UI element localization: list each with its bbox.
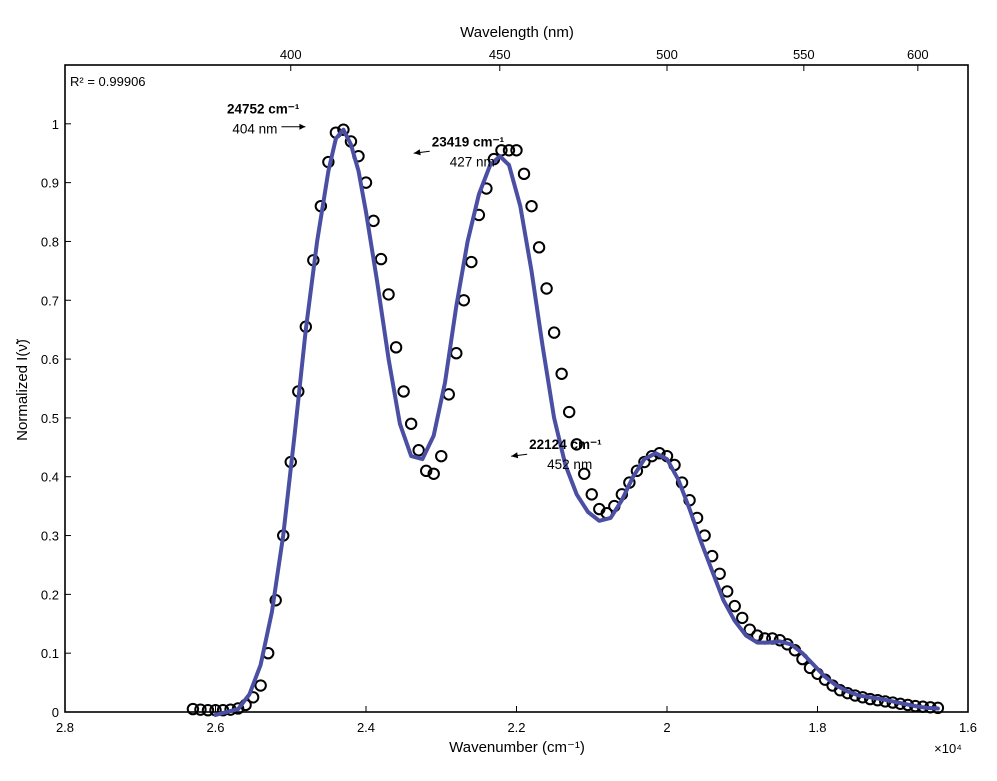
data-point xyxy=(397,385,410,398)
data-point xyxy=(570,438,583,451)
top-tick-label: 500 xyxy=(656,47,678,62)
data-point xyxy=(525,199,538,213)
annotation-wavelength: 404 nm xyxy=(232,122,277,137)
x-tick-label: 2.4 xyxy=(357,720,375,735)
data-point xyxy=(743,623,756,636)
annotation-arrowhead xyxy=(299,123,306,130)
data-point xyxy=(337,123,350,136)
data-point xyxy=(510,144,523,157)
x-tick-label: 2 xyxy=(663,720,670,735)
x-tick-label: 2.8 xyxy=(56,720,74,735)
data-point xyxy=(540,282,553,295)
annotation-arrowhead xyxy=(413,149,421,156)
data-point xyxy=(194,703,207,716)
data-point xyxy=(578,467,591,480)
x-tick-label: 2.6 xyxy=(206,720,224,735)
y-tick-label: 0.6 xyxy=(41,352,59,367)
top-tick-label: 550 xyxy=(793,47,815,62)
data-point xyxy=(736,611,749,625)
fit-curve xyxy=(213,127,940,717)
x-tick-label: 2.2 xyxy=(507,720,525,735)
peak-annotations: 24752 cm⁻¹ 404 nm 23419 cm⁻¹ 427 nm 22124 cm… xyxy=(227,102,602,473)
y-tick-label: 0.7 xyxy=(41,293,59,308)
y-tick-label: 0.2 xyxy=(41,587,59,602)
annotation-wavelength: 427 nm xyxy=(450,154,495,169)
data-point xyxy=(502,144,516,157)
top-tick-label: 600 xyxy=(907,47,929,62)
y-tick-label: 0.1 xyxy=(41,646,59,661)
data-point xyxy=(404,417,418,430)
data-point xyxy=(412,444,425,457)
data-point xyxy=(374,252,388,266)
top-tick-label: 400 xyxy=(280,47,302,62)
annotation-wavenumber: 24752 cm⁻¹ xyxy=(227,102,300,117)
top-tick-label: 450 xyxy=(489,47,511,62)
data-point xyxy=(585,488,598,501)
x-axis-multiplier: ×10⁴ xyxy=(934,741,962,756)
y-tick-label: 0.8 xyxy=(41,234,59,249)
top-axis-ticks: 400 450 500 550 600 xyxy=(280,47,929,71)
data-point xyxy=(420,464,433,478)
y-axis-ticks: 0 0.1 0.2 0.3 0.4 0.5 0.6 0.7 0.8 0.9 1 xyxy=(41,117,71,720)
data-point xyxy=(382,288,395,301)
data-point xyxy=(201,704,215,717)
y-tick-label: 0.5 xyxy=(41,411,59,426)
data-point xyxy=(638,455,651,469)
data-point xyxy=(389,341,403,354)
data-point xyxy=(254,679,267,692)
data-point xyxy=(427,467,440,480)
x-tick-label: 1.8 xyxy=(808,720,826,735)
data-point xyxy=(532,241,546,254)
y-axis-label: Normalized I(ν̃) xyxy=(14,338,31,441)
y-tick-label: 0.3 xyxy=(41,529,59,544)
data-point xyxy=(457,294,471,307)
fit-line xyxy=(213,127,940,717)
r-squared-label: R² = 0.99906 xyxy=(70,74,146,89)
y-tick-label: 1 xyxy=(52,117,59,132)
annotation-wavenumber: 22124 cm⁻¹ xyxy=(529,437,602,452)
data-point xyxy=(465,255,478,269)
y-tick-label: 0.9 xyxy=(41,176,59,191)
plot-frame xyxy=(64,64,969,713)
annotation-wavenumber: 23419 cm⁻¹ xyxy=(432,134,505,149)
x-tick-label: 1.6 xyxy=(959,720,977,735)
y-tick-label: 0 xyxy=(52,705,59,720)
y-tick-label: 0.4 xyxy=(41,470,59,485)
top-axis-label: Wavelength (nm) xyxy=(460,24,574,41)
data-point xyxy=(547,326,561,339)
annotation-arrowhead xyxy=(511,452,519,459)
x-axis-label: Wavenumber (cm⁻¹) xyxy=(449,739,585,756)
data-point xyxy=(186,702,200,716)
x-axis-ticks: 2.8 2.6 2.4 2.2 2 1.8 1.6 xyxy=(56,706,977,735)
data-point xyxy=(562,405,576,419)
plot-border xyxy=(64,64,969,713)
data-point xyxy=(450,347,463,360)
annotation-wavelength: 452 nm xyxy=(547,457,592,472)
data-markers xyxy=(186,123,945,717)
data-point xyxy=(555,367,568,380)
data-point xyxy=(728,599,741,613)
data-point xyxy=(517,167,531,181)
data-point xyxy=(630,464,644,478)
data-point xyxy=(435,449,448,463)
